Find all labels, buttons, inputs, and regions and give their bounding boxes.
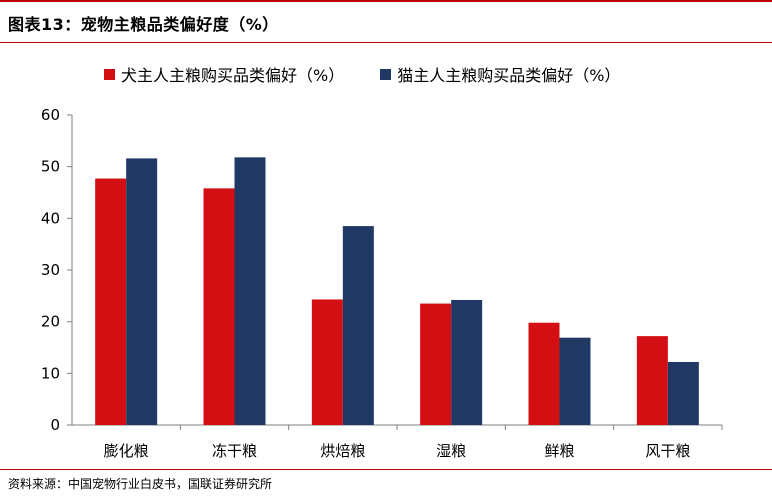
bar-cat — [559, 337, 591, 425]
y-tick-label: 10 — [41, 364, 60, 382]
x-category-label: 风干粮 — [645, 442, 690, 460]
y-tick-label: 50 — [41, 158, 60, 176]
bar-cat — [342, 226, 374, 425]
chart-legend: 犬主人主粮购买品类偏好（%） 猫主人主粮购买品类偏好（%） — [104, 62, 656, 86]
y-tick-label: 30 — [41, 261, 60, 279]
bottom-rule — [0, 469, 772, 470]
top-accent-rule — [0, 0, 772, 2]
legend-item-cat: 猫主人主粮购买品类偏好（%） — [380, 62, 620, 86]
bar-dog — [95, 178, 127, 425]
legend-swatch-dog — [104, 68, 115, 80]
y-tick-label: 0 — [50, 416, 60, 434]
bar-dog — [203, 188, 235, 425]
bar-cat — [667, 361, 699, 425]
legend-label-cat: 猫主人主粮购买品类偏好（%） — [397, 66, 621, 85]
x-category-label: 膨化粮 — [104, 442, 149, 460]
bar-cat — [451, 299, 483, 425]
legend-label-dog: 犬主人主粮购买品类偏好（%） — [121, 66, 345, 85]
bar-dog — [636, 336, 668, 425]
bar-dog — [420, 303, 452, 425]
bar-dog — [528, 322, 560, 425]
bar-dog — [311, 299, 343, 425]
legend-swatch-cat — [380, 68, 392, 80]
source-note: 资料来源：中国宠物行业白皮书，国联证券研究所 — [8, 477, 273, 491]
bar-cat — [234, 157, 266, 425]
title-rule — [0, 42, 772, 43]
x-category-label: 湿粮 — [436, 442, 466, 460]
y-tick-label: 40 — [41, 209, 60, 227]
x-category-label: 鲜粮 — [544, 442, 574, 460]
y-tick-label: 20 — [41, 313, 60, 331]
x-category-label: 冻干粮 — [212, 442, 257, 460]
bar-cat — [126, 158, 158, 425]
y-tick-label: 60 — [41, 106, 60, 124]
legend-item-dog: 犬主人主粮购买品类偏好（%） — [104, 62, 344, 86]
x-category-label: 烘焙粮 — [320, 442, 365, 460]
figure-title: 图表13：宠物主粮品类偏好度（%） — [8, 15, 279, 34]
